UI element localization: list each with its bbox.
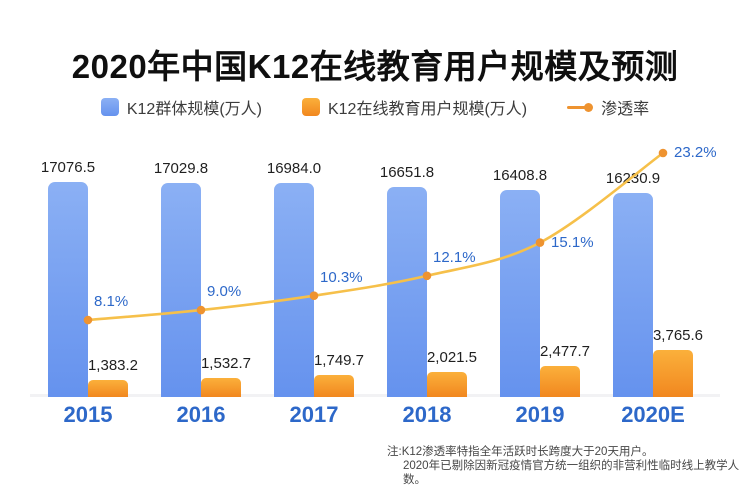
- x-axis-label: 2019: [515, 402, 565, 427]
- legend-item-online-users: K12在线教育用户规模(万人): [301, 95, 528, 119]
- legend-item-k12-population: K12群体规模(万人): [100, 95, 262, 119]
- footnote-line-1: 注:K12渗透率特指全年活跃时长跨度大于20天用户。: [387, 446, 654, 458]
- bar-online-users: [427, 371, 467, 397]
- legend-label: K12群体规模(万人): [126, 101, 262, 118]
- bar-value-label: 16230.9: [605, 169, 661, 187]
- blue-square-icon: [100, 98, 119, 116]
- footnote-line-2: 2020年已剔除因新冠疫情官方统一组织的非营利性临时线上教学人数。: [403, 460, 740, 486]
- bar-k12-population: [613, 192, 653, 397]
- penetration-value-label: 9.0%: [207, 283, 242, 301]
- bar-k12-population: [48, 182, 88, 397]
- page-title: 2020年中国K12在线教育用户规模及预测: [71, 48, 679, 85]
- bar-online-users: [540, 365, 580, 397]
- bar-online-users: [314, 374, 354, 397]
- penetration-value-label: 12.1%: [433, 248, 476, 266]
- penetration-value-label: 8.1%: [94, 293, 129, 310]
- penetration-value-label: 15.1%: [551, 233, 594, 251]
- footnote: 注:K12渗透率特指全年活跃时长跨度大于20天用户。 2020年已剔除因新冠疫情…: [387, 445, 750, 487]
- bar-value-label: 1,383.2: [87, 356, 139, 374]
- bar-value-label: 2,021.5: [426, 348, 478, 366]
- bar-value-label: 3,765.6: [652, 326, 704, 344]
- bar-value-label: 1,532.7: [200, 354, 252, 372]
- penetration-value-label: 10.3%: [320, 268, 363, 286]
- legend-label: 渗透率: [601, 101, 650, 118]
- x-axis-label: 2016: [176, 402, 226, 427]
- bar-value-label: 16984.0: [266, 160, 322, 178]
- x-axis-label: 2017: [289, 402, 339, 427]
- bar-value-label: 17029.8: [153, 159, 209, 177]
- legend-label: K12在线教育用户规模(万人): [327, 101, 528, 118]
- x-axis-label: 2020E: [621, 402, 685, 427]
- bar-online-users: [201, 377, 241, 397]
- bar-value-label: 16408.8: [492, 167, 548, 185]
- bar-value-label: 2,477.7: [539, 342, 591, 360]
- line-point-icon: [658, 148, 668, 158]
- orange-square-icon: [301, 98, 320, 116]
- line-dot-icon: [567, 102, 594, 112]
- legend-item-penetration: 渗透率: [567, 95, 649, 119]
- x-axis-label: 2015: [63, 402, 113, 427]
- bar-online-users: [653, 349, 693, 397]
- bar-value-label: 16651.8: [379, 164, 435, 182]
- bar-value-label: 1,749.7: [313, 351, 365, 369]
- legend: K12群体规模(万人) K12在线教育用户规模(万人) 渗透率: [0, 95, 750, 119]
- bar-k12-population: [500, 190, 540, 397]
- penetration-value-label: 23.2%: [674, 144, 717, 161]
- x-axis-label: 2018: [402, 402, 452, 427]
- bar-value-label: 17076.5: [40, 159, 96, 176]
- x-axis-line: [30, 394, 720, 397]
- bar-online-users: [88, 379, 128, 397]
